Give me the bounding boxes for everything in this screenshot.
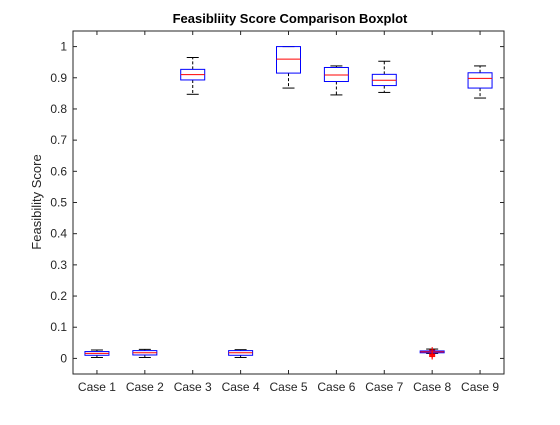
y-tick-label: 0.8 — [50, 102, 67, 116]
x-tick-label: Case 2 — [126, 380, 164, 394]
x-tick-label: Case 3 — [174, 380, 212, 394]
y-tick-label: 0.7 — [50, 133, 67, 147]
y-tick-label: 0.3 — [50, 258, 67, 272]
x-tick-label: Case 6 — [317, 380, 355, 394]
y-tick-label: 0.2 — [50, 289, 67, 303]
axes-frame — [72, 30, 505, 375]
y-tick-label: 0.5 — [50, 196, 67, 210]
y-tick-label: 0.6 — [50, 164, 67, 178]
x-tick-label: Case 7 — [365, 380, 403, 394]
x-tick-label: Case 9 — [461, 380, 499, 394]
box — [467, 72, 493, 89]
x-tick-label: Case 4 — [222, 380, 260, 394]
box — [276, 46, 301, 74]
y-tick-label: 0 — [60, 351, 67, 365]
x-tick-label: Case 8 — [413, 380, 451, 394]
chart-title: Feasibliity Score Comparison Boxplot — [173, 11, 408, 26]
x-tick-label: Case 1 — [78, 380, 116, 394]
y-tick-label: 1 — [60, 40, 67, 54]
x-tick-label: Case 5 — [269, 380, 307, 394]
y-tick-label: 0.9 — [50, 71, 67, 85]
y-tick-label: 0.1 — [50, 320, 67, 334]
plot-area: 0 0.1 0.2 0.3 0.4 0.5 0.6 0.7 0.8 0.9 1 Case 1 Case … — [50, 30, 505, 394]
y-tick-label: 0.4 — [50, 227, 67, 241]
y-axis-label: Feasibility Score — [29, 154, 44, 249]
